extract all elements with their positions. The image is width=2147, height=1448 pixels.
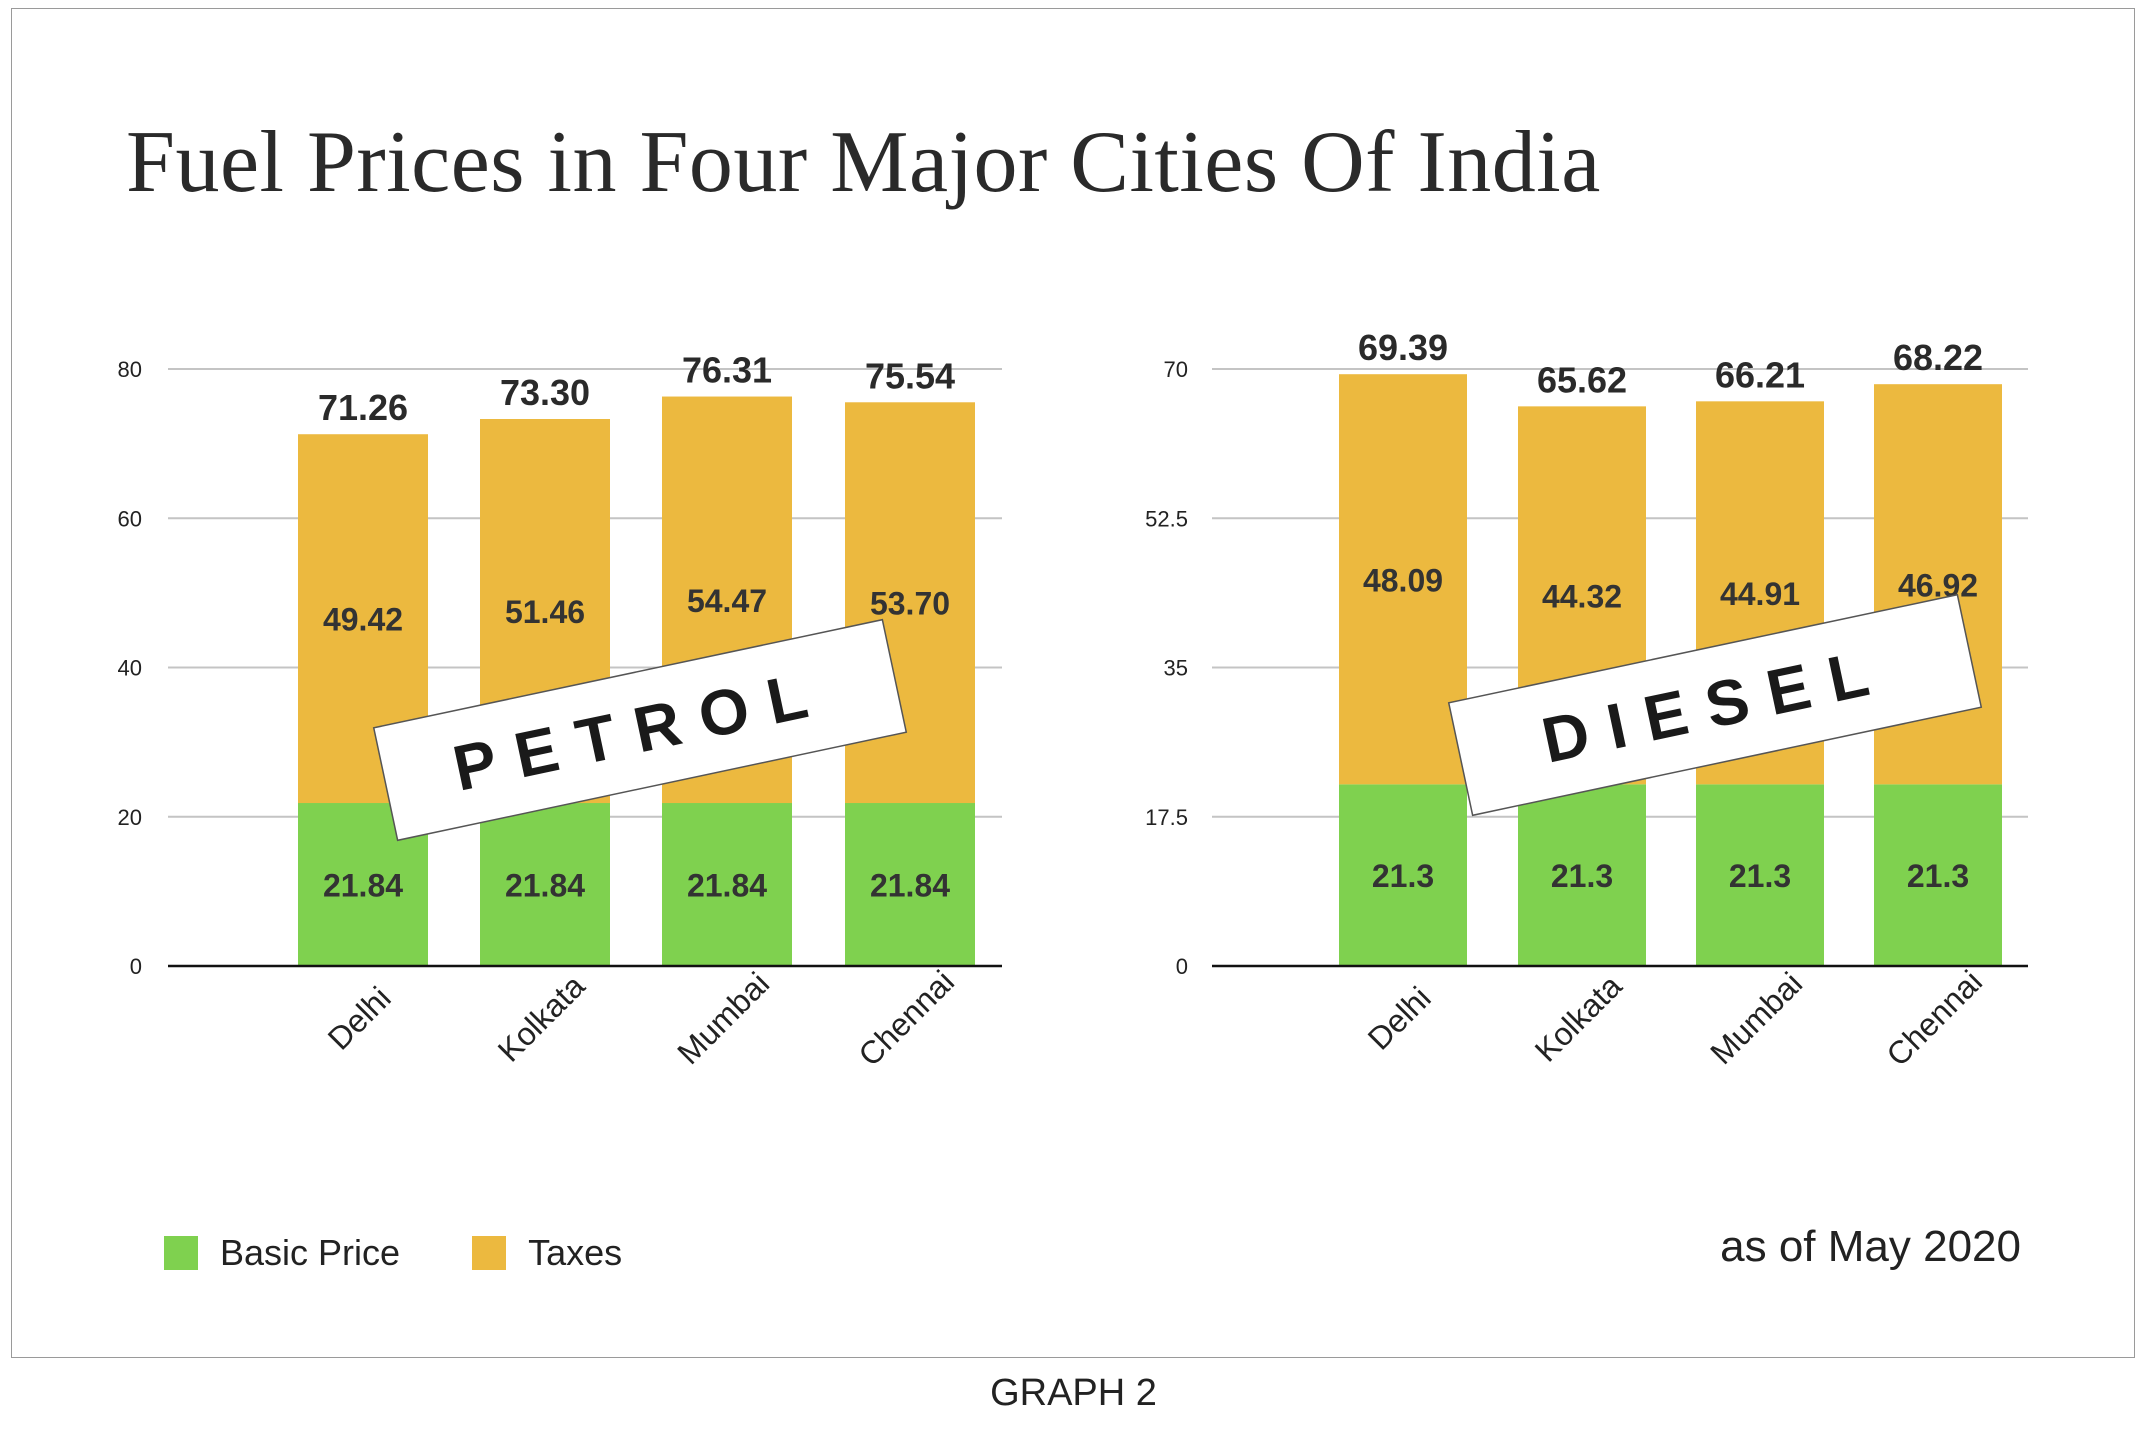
legend-swatch-basic-price xyxy=(164,1236,198,1270)
petrol-y-tick-label: 80 xyxy=(118,357,142,382)
petrol-data-label-basic-price-kolkata: 21.84 xyxy=(505,868,585,904)
diesel-data-label-basic-price-mumbai: 21.3 xyxy=(1729,858,1791,894)
diesel-bar-basic-price-delhi xyxy=(1339,784,1467,966)
date-note: as of May 2020 xyxy=(1720,1222,2021,1271)
petrol-stamp-box xyxy=(372,618,908,842)
diesel-total-label-mumbai: 66.21 xyxy=(1715,354,1805,395)
graph-caption: GRAPH 2 xyxy=(990,1372,1157,1414)
diesel-data-label-taxes-mumbai: 44.91 xyxy=(1720,576,1800,612)
diesel-data-label-basic-price-chennai: 21.3 xyxy=(1907,858,1969,894)
diesel-x-tick-label-delhi: Delhi xyxy=(1361,980,1438,1057)
petrol-total-label-chennai: 75.54 xyxy=(865,355,955,396)
petrol-y-tick-label: 40 xyxy=(118,656,142,681)
page-title: Fuel Prices in Four Major Cities Of Indi… xyxy=(126,114,1601,211)
petrol-data-label-basic-price-chennai: 21.84 xyxy=(870,868,950,904)
diesel-bar-basic-price-mumbai xyxy=(1696,784,1824,966)
diesel-data-label-taxes-kolkata: 44.32 xyxy=(1542,578,1622,614)
diesel-x-tick-label-chennai: Chennai xyxy=(1879,963,1989,1073)
petrol-bar-basic-price-chennai xyxy=(845,803,975,966)
petrol-data-label-taxes-kolkata: 51.46 xyxy=(505,594,585,630)
petrol-y-tick-label: 60 xyxy=(118,506,142,531)
petrol-stamp: PETROL xyxy=(372,618,908,842)
legend-swatch-taxes xyxy=(472,1236,507,1270)
petrol-data-label-basic-price-mumbai: 21.84 xyxy=(687,868,767,904)
diesel-total-label-delhi: 69.39 xyxy=(1358,327,1448,368)
diesel-data-label-taxes-chennai: 46.92 xyxy=(1898,567,1978,603)
petrol-data-label-taxes-mumbai: 54.47 xyxy=(687,583,767,619)
petrol-y-tick-label: 20 xyxy=(118,805,142,830)
diesel-chart: 0 17.5 35 52.5 70 21.3 48.09 69.39 Delhi 21.3 44.3… xyxy=(1145,327,2028,1073)
diesel-total-label-kolkata: 65.62 xyxy=(1537,359,1627,400)
legend-item-basic-price: Basic Price xyxy=(164,1232,400,1274)
diesel-y-tick-label: 17.5 xyxy=(1145,805,1188,830)
petrol-chart: 0 20 40 60 80 21.84 49.42 71.26 Delhi 21.84 51.46 7… xyxy=(118,350,1002,1073)
petrol-x-tick-label-chennai: Chennai xyxy=(851,963,961,1073)
legend: Basic Price Taxes xyxy=(164,1232,694,1274)
diesel-y-tick-label: 70 xyxy=(1164,357,1188,382)
legend-item-taxes: Taxes xyxy=(472,1232,622,1274)
petrol-total-label-kolkata: 73.30 xyxy=(500,372,590,413)
diesel-bar-basic-price-kolkata xyxy=(1518,784,1646,966)
legend-label-basic-price: Basic Price xyxy=(220,1232,401,1273)
diesel-y-tick-label: 0 xyxy=(1176,954,1188,979)
diesel-bar-basic-price-chennai xyxy=(1874,784,2002,966)
petrol-y-tick-label: 0 xyxy=(130,954,142,979)
diesel-x-tick-label-mumbai: Mumbai xyxy=(1703,965,1809,1071)
diesel-data-label-taxes-delhi: 48.09 xyxy=(1363,562,1443,598)
petrol-data-label-taxes-chennai: 53.70 xyxy=(870,586,950,622)
petrol-total-label-mumbai: 76.31 xyxy=(682,350,772,391)
diesel-y-tick-label: 52.5 xyxy=(1145,506,1188,531)
diesel-total-label-chennai: 68.22 xyxy=(1893,337,1983,378)
diesel-stamp-box xyxy=(1447,593,1983,817)
diesel-x-tick-label-kolkata: Kolkata xyxy=(1528,968,1629,1069)
diesel-y-tick-label: 35 xyxy=(1164,656,1188,681)
legend-label-taxes: Taxes xyxy=(528,1232,623,1273)
petrol-bar-basic-price-mumbai xyxy=(662,803,792,966)
petrol-bar-basic-price-kolkata xyxy=(480,803,610,966)
diesel-data-label-basic-price-kolkata: 21.3 xyxy=(1551,858,1613,894)
petrol-x-tick-label-mumbai: Mumbai xyxy=(670,965,776,1071)
petrol-data-label-basic-price-delhi: 21.84 xyxy=(323,868,403,904)
petrol-total-label-delhi: 71.26 xyxy=(318,387,408,428)
petrol-x-tick-label-delhi: Delhi xyxy=(321,980,398,1057)
petrol-data-label-taxes-delhi: 49.42 xyxy=(323,602,403,638)
petrol-x-tick-label-kolkata: Kolkata xyxy=(491,968,592,1069)
diesel-bar-taxes-delhi xyxy=(1339,374,1467,785)
diesel-data-label-basic-price-delhi: 21.3 xyxy=(1372,858,1434,894)
